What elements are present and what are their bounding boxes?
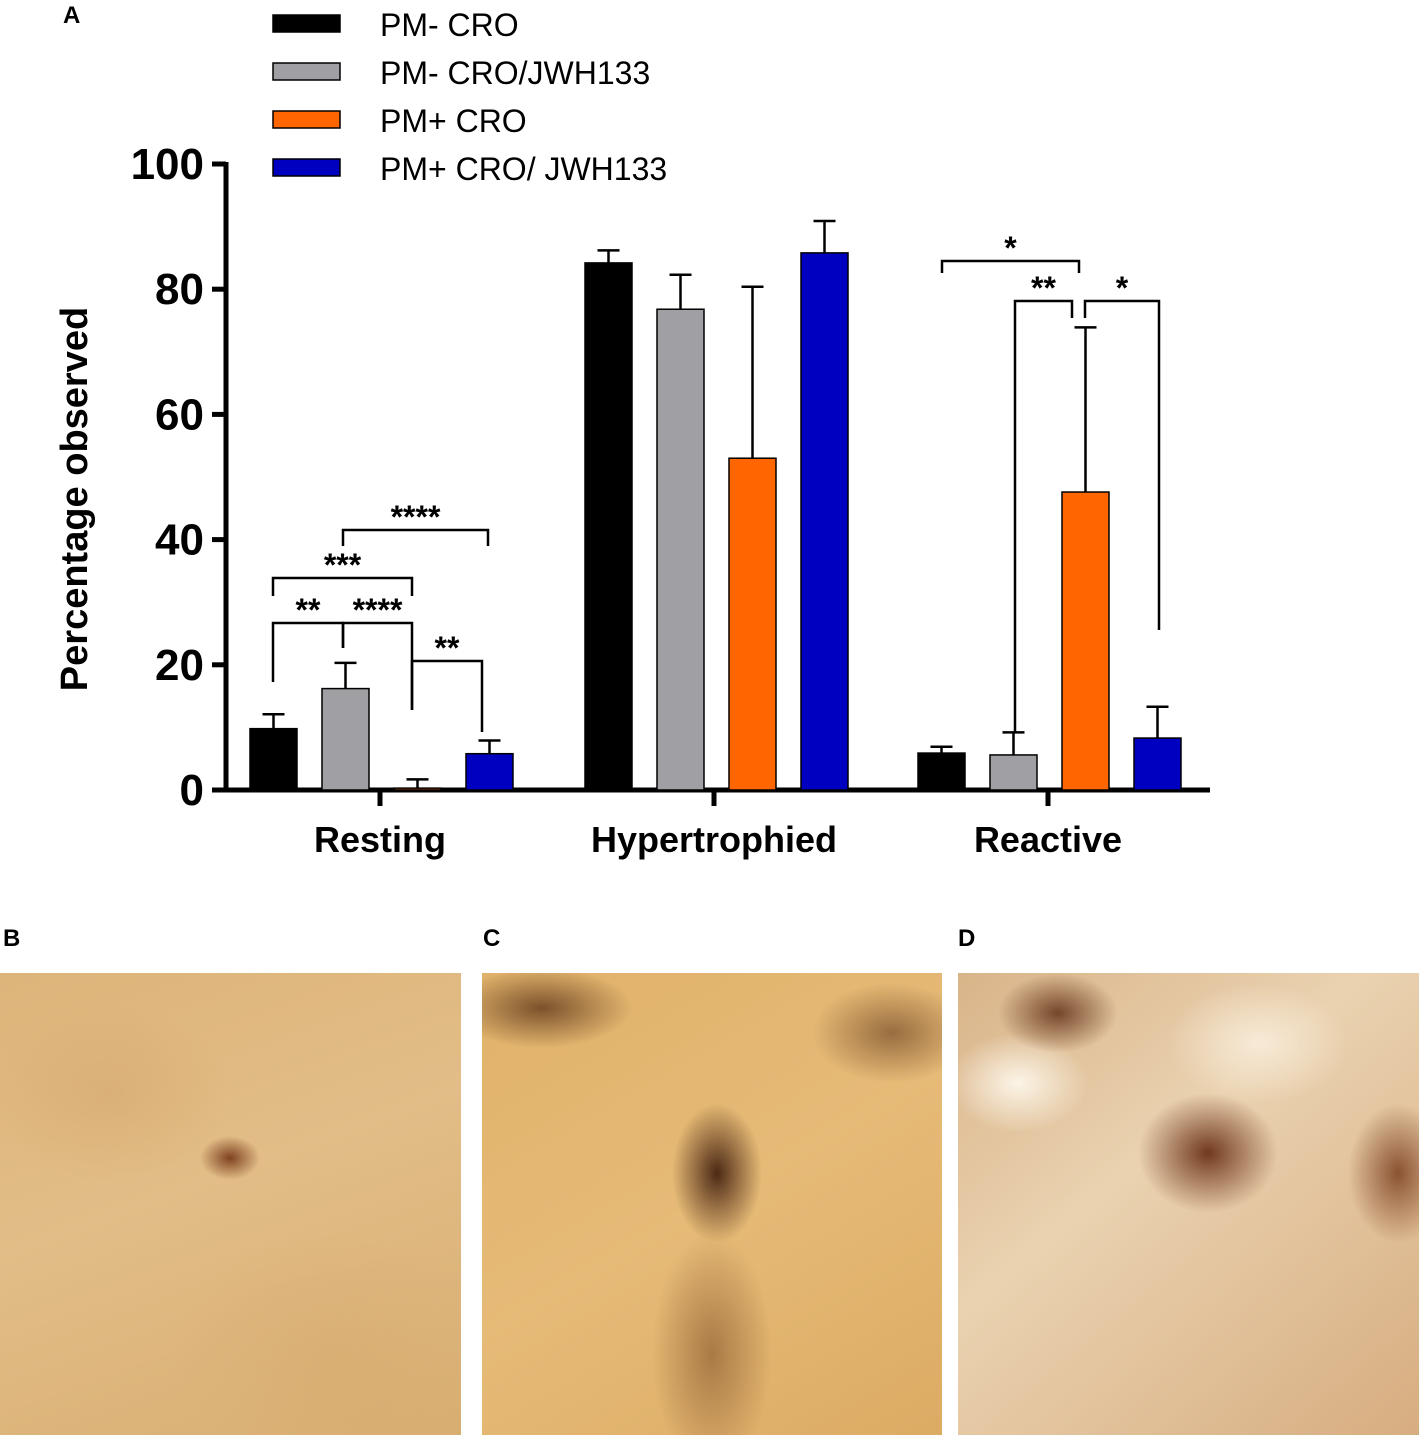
significance-bracket — [1013, 299, 1074, 733]
significance-bracket — [271, 621, 345, 682]
significance-bracket — [410, 659, 484, 732]
bar — [989, 754, 1038, 791]
legend-label: PM+ CRO — [380, 103, 527, 139]
y-tick-label: 80 — [155, 265, 204, 314]
legend-label: PM- CRO/JWH133 — [380, 55, 650, 91]
bar — [249, 727, 298, 791]
micrograph-hypertrophied-microglia — [482, 973, 942, 1435]
significance-bracket — [1083, 299, 1161, 630]
significance-label: ** — [435, 630, 460, 666]
legend-label: PM- CRO — [380, 7, 519, 43]
significance-label: * — [1004, 230, 1017, 266]
y-tick-label: 100 — [131, 140, 204, 189]
panel-letter-c: C — [483, 925, 501, 952]
bar — [656, 308, 705, 791]
significance-bracket — [271, 576, 414, 596]
x-tick-label: Reactive — [974, 819, 1122, 860]
significance-label: **** — [353, 592, 403, 628]
panel-letter-d: D — [958, 925, 976, 952]
micrograph-resting-microglia — [0, 973, 461, 1435]
significance-label: *** — [324, 547, 362, 583]
significance-label: ** — [1031, 270, 1056, 306]
bar — [800, 252, 849, 791]
y-tick-label: 40 — [155, 516, 204, 565]
bar — [917, 752, 966, 791]
bar — [1061, 491, 1110, 791]
y-tick-label: 0 — [180, 766, 204, 815]
micrograph-reactive-microglia — [958, 973, 1419, 1435]
bar — [393, 787, 442, 791]
bar — [321, 687, 370, 791]
significance-label: * — [1116, 270, 1129, 306]
bar — [584, 262, 633, 791]
legend-swatch — [272, 62, 341, 81]
significance-bracket — [341, 528, 490, 546]
panel-letter-b: B — [3, 925, 21, 952]
bar-chart: 0 20 40 60 80 100 Percentage observed Resting Hy… — [54, 7, 1210, 860]
y-tick-label: 20 — [155, 641, 204, 690]
panel-letter-a: A — [63, 2, 81, 29]
x-tick-label: Hypertrophied — [591, 819, 837, 860]
significance-bracket — [940, 259, 1081, 273]
x-tick-label: Resting — [314, 819, 446, 860]
significance-label: ** — [296, 592, 321, 628]
y-tick-label: 60 — [155, 390, 204, 439]
legend-swatch — [272, 158, 341, 177]
bar — [465, 752, 514, 791]
significance-label: **** — [391, 499, 441, 535]
bar — [1133, 737, 1182, 791]
legend-swatch — [272, 14, 341, 33]
legend-label: PM+ CRO/ JWH133 — [380, 151, 667, 187]
y-axis-label: Percentage observed — [54, 307, 96, 691]
legend-swatch — [272, 110, 341, 129]
bar — [728, 457, 777, 791]
